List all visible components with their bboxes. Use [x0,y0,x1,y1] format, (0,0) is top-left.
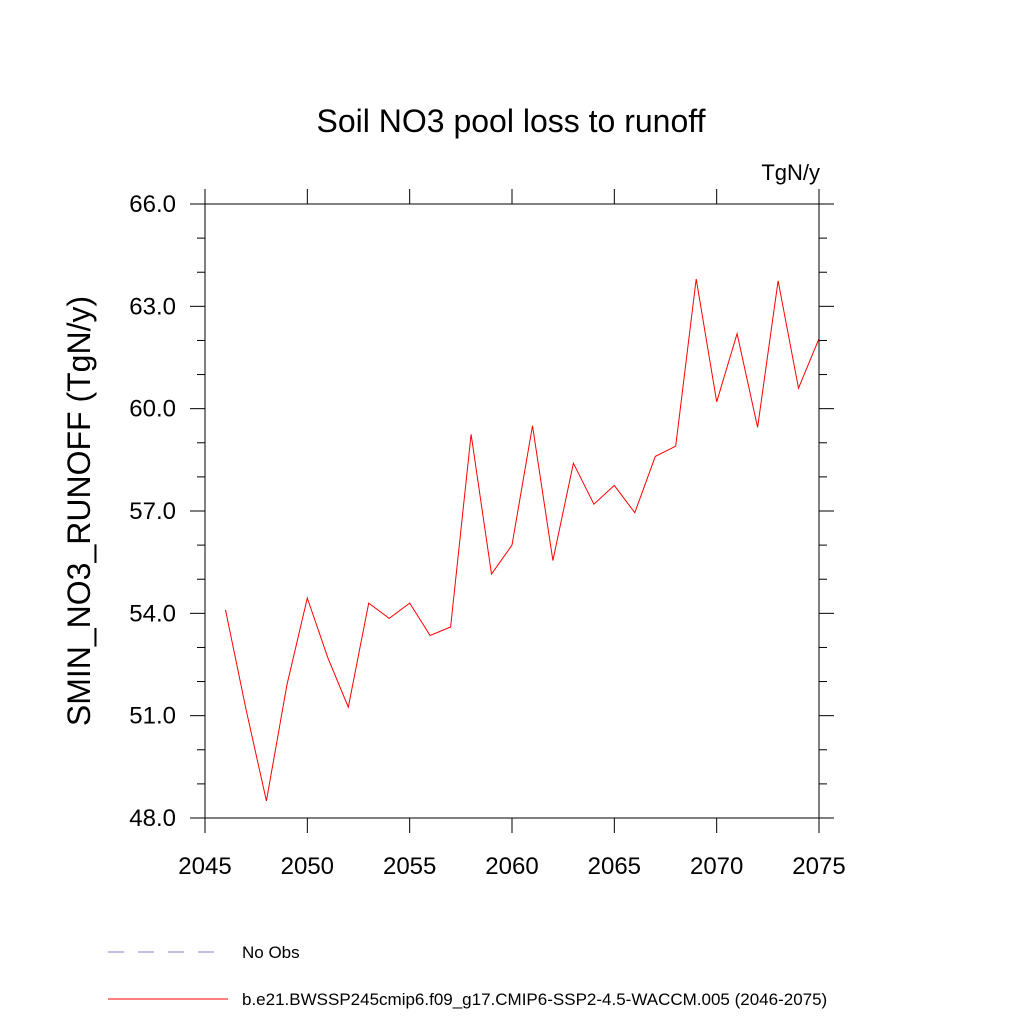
y-tick-label: 57.0 [129,498,176,525]
y-tick-label: 54.0 [129,600,176,627]
x-tick-label: 2050 [281,853,334,880]
series-line [225,278,820,802]
y-tick-label: 63.0 [129,293,176,320]
series-layer [225,278,820,802]
legend-label: No Obs [242,943,300,962]
y-tick-label: 60.0 [129,396,176,423]
y-tick-labels: 48.0 51.0 54.0 57.0 60.0 63.0 66.0 [129,191,176,832]
units-label: TgN/y [761,160,820,185]
x-tick-label: 2065 [588,853,641,880]
legend: No Obs b.e21.BWSSP245cmip6.f09_g17.CMIP6-… [108,943,827,1009]
x-tick-label: 2075 [792,853,845,880]
x-tick-label: 2060 [485,853,538,880]
chart-title: Soil NO3 pool loss to runoff [317,103,706,139]
y-tick-label: 48.0 [129,805,176,832]
y-tick-label: 66.0 [129,191,176,218]
x-tick-labels: 2045 2050 2055 2060 2065 2070 2075 [178,853,845,880]
y-tick-label: 51.0 [129,703,176,730]
axis-ticks [190,189,834,833]
y-axis-label: SMIN_NO3_RUNOFF (TgN/y) [61,296,97,726]
x-tick-label: 2070 [690,853,743,880]
x-tick-label: 2055 [383,853,436,880]
plot-frame [204,203,820,819]
x-tick-label: 2045 [178,853,231,880]
legend-label: b.e21.BWSSP245cmip6.f09_g17.CMIP6-SSP2-4… [242,990,827,1009]
